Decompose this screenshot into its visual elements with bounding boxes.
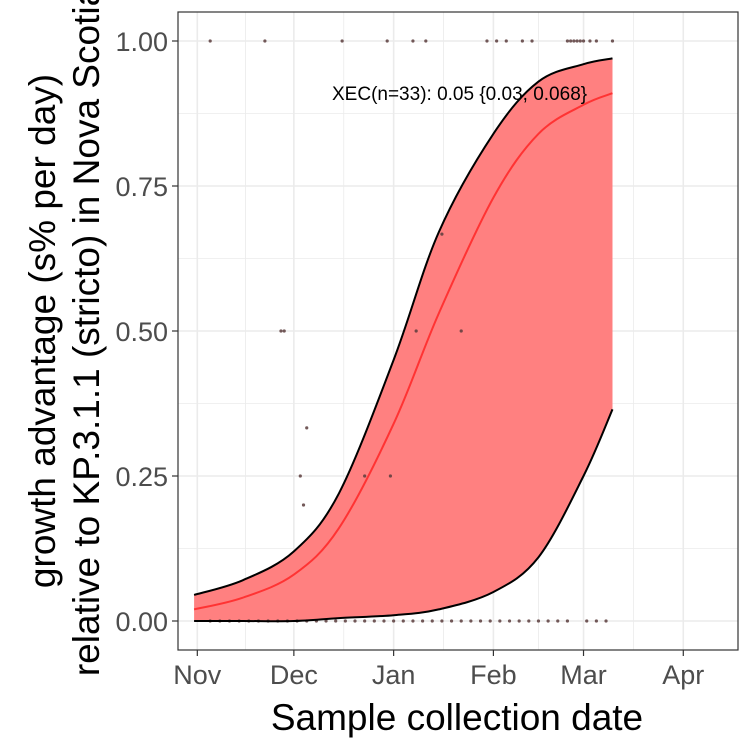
data-point [420,619,425,623]
data-point [282,329,286,333]
data-point [301,503,306,507]
upper-bound-line [193,57,613,596]
data-point [565,619,570,623]
data-point [604,619,608,623]
x-tick-label: Mar [560,660,607,690]
data-point [414,329,418,333]
data-point [594,39,598,43]
data-point [469,619,473,623]
data-point [411,619,415,623]
data-point [498,619,502,623]
data-point [279,329,283,333]
data-point [485,39,489,43]
data-point [298,474,302,478]
data-point [382,619,386,623]
data-point [324,619,328,623]
data-point [343,619,347,623]
y-tick-label: 0.00 [115,607,168,637]
data-point [488,619,492,623]
x-tick-label: Apr [662,660,704,690]
y-tick-label: 0.75 [115,172,168,202]
data-point [585,619,589,623]
data-point [449,619,454,623]
data-point [572,39,576,43]
data-point [459,329,463,333]
data-point [440,232,444,236]
y-tick-labels: 0.00 0.25 0.50 0.75 1.00 [115,27,168,637]
axis-ticks [172,40,684,656]
data-point [478,619,483,623]
data-point [578,39,582,43]
data-point [388,474,393,478]
data-point [363,474,367,478]
data-point [411,39,415,43]
data-point [363,619,367,623]
data-point [517,619,521,623]
data-point [340,39,344,43]
data-point [440,619,444,623]
y-tick-label: 1.00 [115,27,168,57]
data-point [263,39,267,43]
data-point [569,39,573,43]
chart-annotation: XEC(n=33): 0.05 {0.03, 0.068} [332,84,587,105]
data-point [208,39,212,43]
data-point [334,619,338,623]
data-point [575,39,579,43]
y-axis-title-line-1: growth advantage (s% per day) [22,74,63,588]
data-point [385,39,389,43]
x-tick-label: Jan [372,660,416,690]
x-tick-label: Dec [270,660,318,690]
data-point [495,39,499,43]
x-axis-title: Sample collection date [271,697,643,738]
data-point [530,39,534,43]
data-point [459,619,463,623]
data-point [504,39,508,43]
data-point [430,619,434,623]
data-point [581,39,586,43]
data-point [546,619,550,623]
ribbon-layer [194,58,613,622]
data-point [527,619,531,623]
data-point [401,619,405,623]
lines-layer [193,57,614,623]
data-point [520,39,524,43]
x-tick-label: Feb [470,660,517,690]
x-tick-labels: Nov Dec Jan Feb Mar Apr [173,660,704,690]
data-point [588,39,592,43]
y-tick-label: 0.50 [115,317,168,347]
data-point [392,619,396,623]
data-point [610,39,615,43]
y-axis-title-line-2: relative to KP.3.1.1 (stricto) in Nova S… [66,0,107,676]
confidence-ribbon [194,58,613,622]
data-point [305,426,309,430]
lower-bound-line [194,408,614,623]
fit-line [193,92,613,611]
data-point [556,619,560,623]
x-tick-label: Nov [173,660,222,690]
data-point [565,39,570,43]
y-tick-label: 0.25 [115,462,168,492]
data-point [353,619,357,623]
data-point [372,619,376,623]
data-point [536,619,541,623]
y-axis-title: growth advantage (s% per day) relative t… [22,0,107,676]
data-point [507,619,512,623]
data-point [594,619,598,623]
data-point [424,39,428,43]
